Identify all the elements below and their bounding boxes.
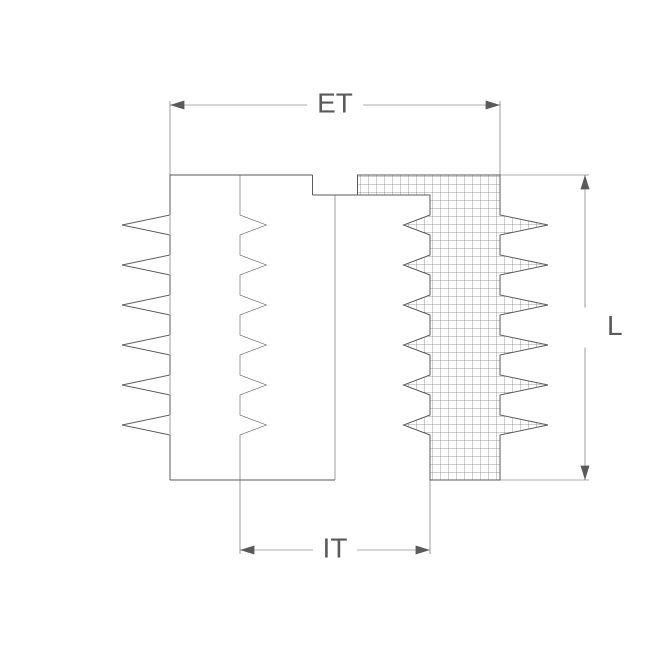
dimension-l-label: L bbox=[607, 310, 623, 341]
dimension-it-label: IT bbox=[323, 532, 348, 563]
thread-insert-diagram: ET IT L bbox=[0, 0, 670, 670]
dimension-et-label: ET bbox=[317, 87, 353, 118]
